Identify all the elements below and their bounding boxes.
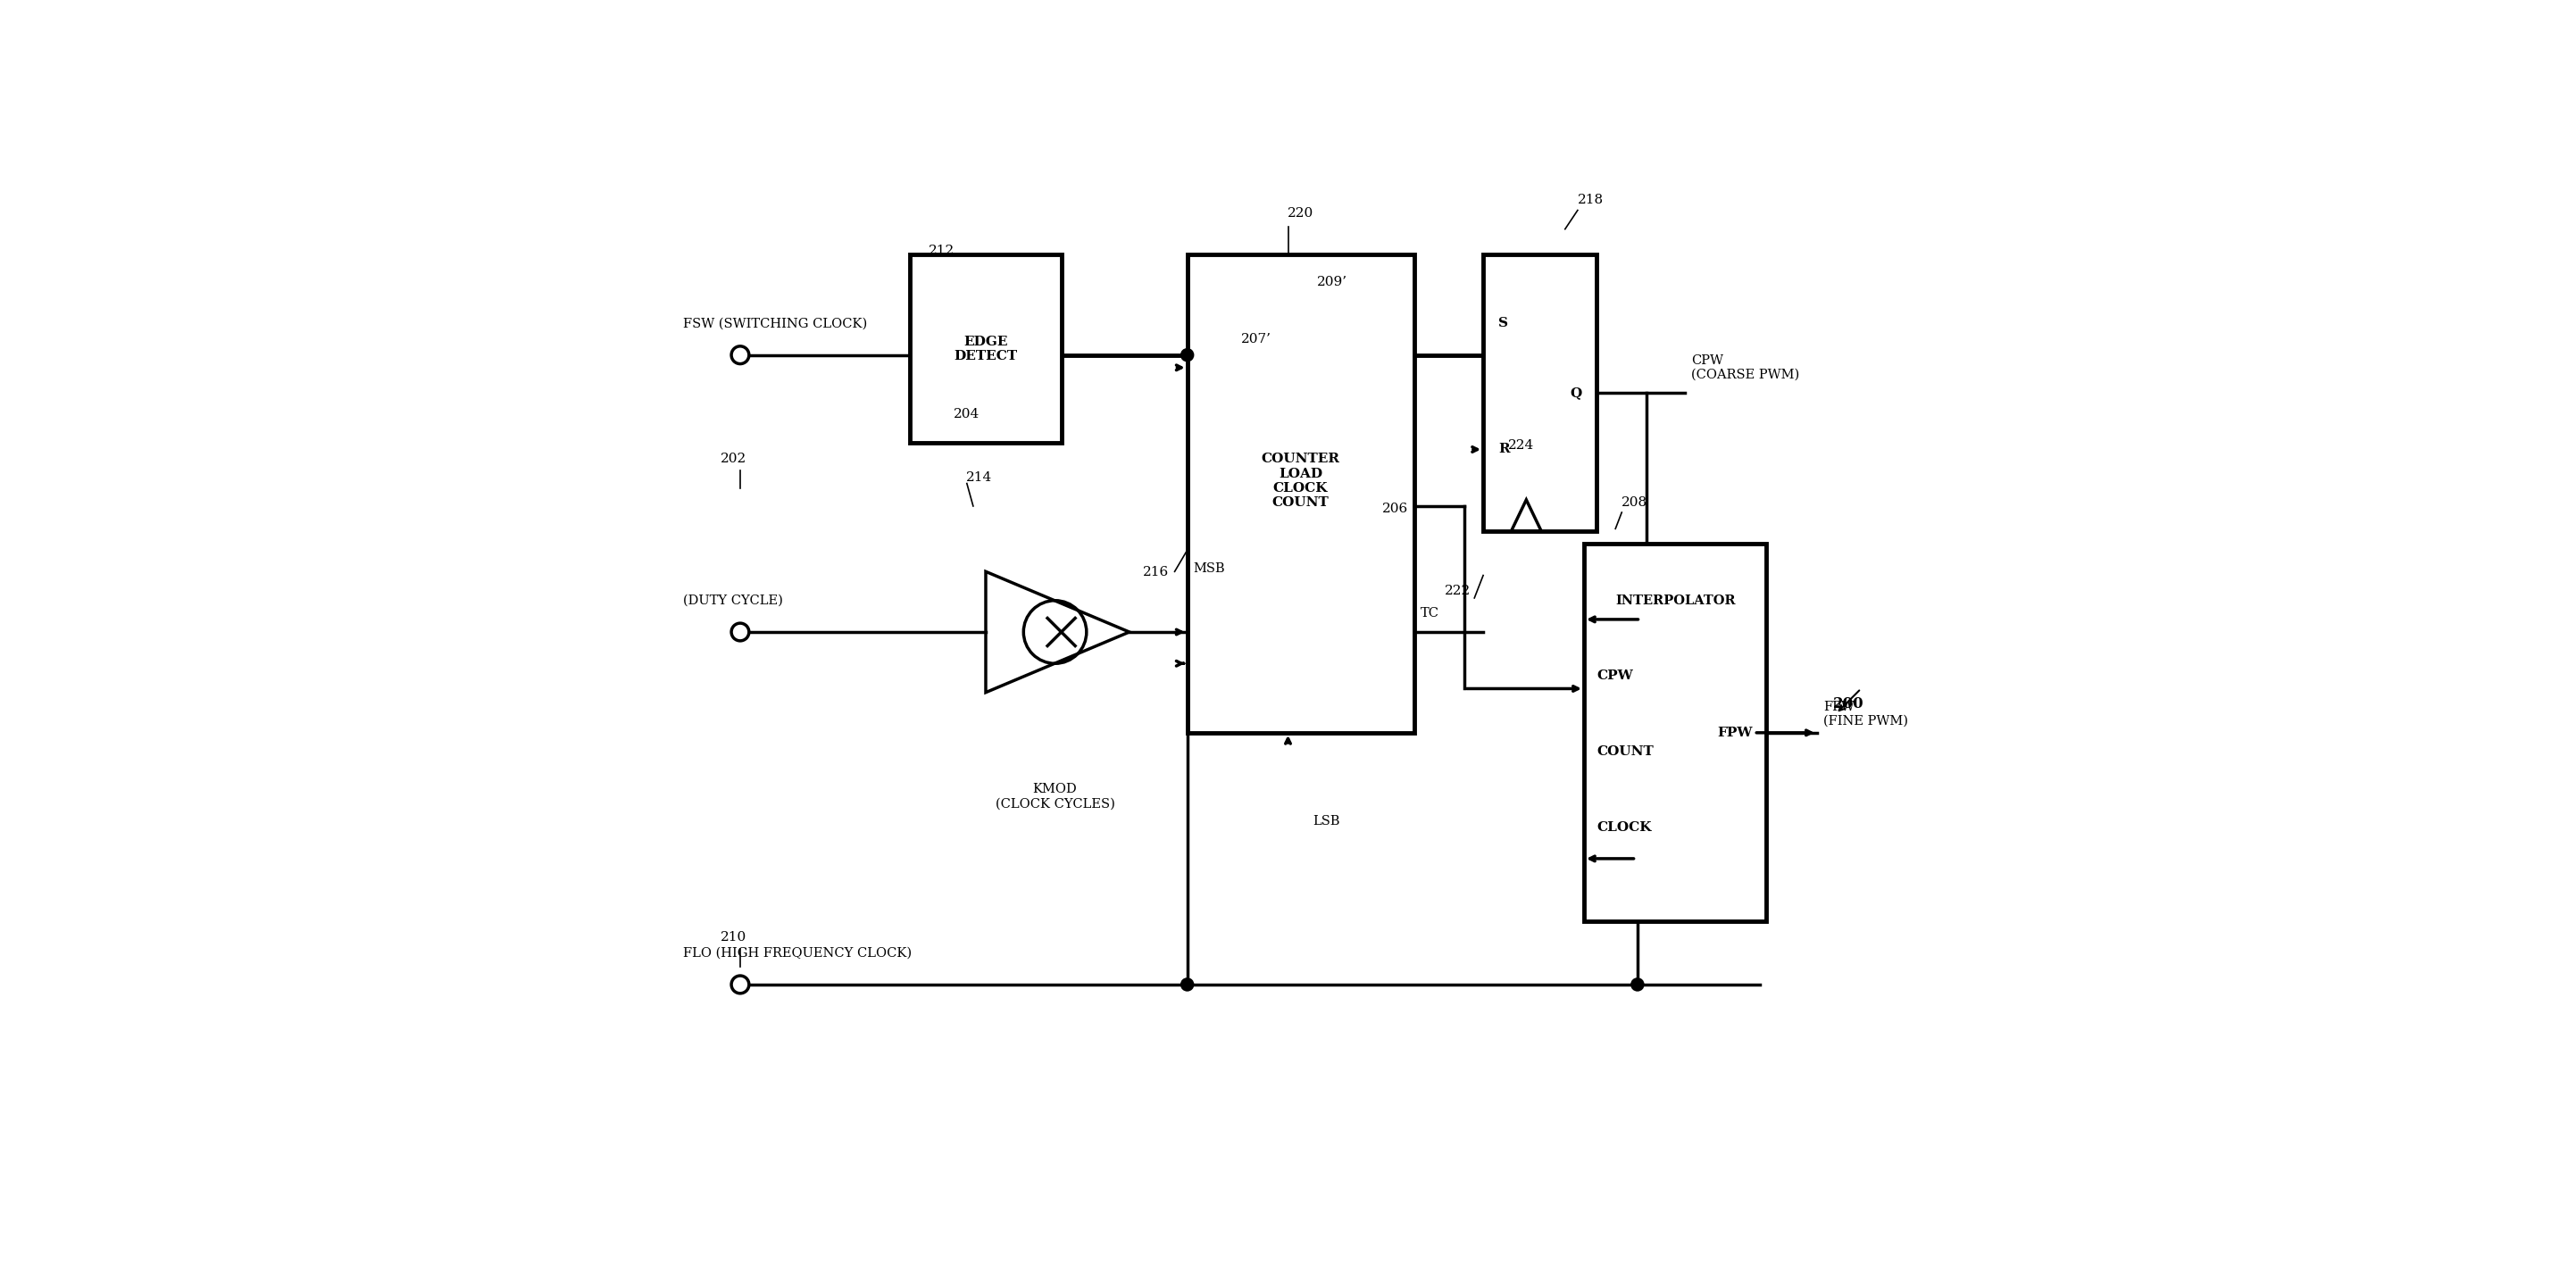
Circle shape	[732, 623, 750, 641]
Circle shape	[1631, 978, 1643, 991]
Text: 202: 202	[721, 453, 747, 465]
Text: 224: 224	[1507, 440, 1535, 453]
Text: 200: 200	[1834, 696, 1865, 712]
Bar	[1484, 254, 1597, 531]
Circle shape	[732, 976, 750, 994]
Text: 210: 210	[721, 930, 747, 943]
Text: COUNTER
LOAD
CLOCK
COUNT: COUNTER LOAD CLOCK COUNT	[1262, 453, 1340, 509]
Text: LSB: LSB	[1314, 814, 1340, 827]
Text: 206: 206	[1381, 503, 1409, 514]
Text: 216: 216	[1144, 565, 1170, 578]
Text: CPW: CPW	[1597, 670, 1633, 683]
Text: COUNT: COUNT	[1597, 746, 1654, 758]
Text: 204: 204	[953, 408, 979, 421]
Text: FLO (HIGH FREQUENCY CLOCK): FLO (HIGH FREQUENCY CLOCK)	[683, 947, 912, 959]
Bar	[1584, 544, 1767, 921]
Text: 218: 218	[1577, 195, 1602, 206]
Bar	[1188, 254, 1414, 733]
Text: FPW: FPW	[1718, 727, 1752, 739]
Bar	[909, 254, 1061, 444]
Text: FSW (SWITCHING CLOCK): FSW (SWITCHING CLOCK)	[683, 317, 868, 330]
Text: 212: 212	[927, 244, 956, 257]
Text: EDGE
DETECT: EDGE DETECT	[953, 335, 1018, 363]
Text: TC: TC	[1419, 607, 1440, 619]
Text: 207’: 207’	[1242, 332, 1273, 345]
Text: R: R	[1499, 444, 1510, 456]
Text: 220: 220	[1288, 207, 1314, 219]
Text: CPW
(COARSE PWM): CPW (COARSE PWM)	[1690, 354, 1798, 380]
Text: 208: 208	[1620, 497, 1646, 509]
Text: 222: 222	[1445, 584, 1471, 597]
Text: 209’: 209’	[1316, 276, 1347, 288]
Text: S: S	[1499, 317, 1507, 330]
Text: (DUTY CYCLE): (DUTY CYCLE)	[683, 594, 783, 607]
Text: FPW
(FINE PWM): FPW (FINE PWM)	[1824, 700, 1909, 727]
Text: CLOCK: CLOCK	[1597, 820, 1651, 833]
Text: MSB: MSB	[1193, 562, 1226, 575]
Text: KMOD
(CLOCK CYCLES): KMOD (CLOCK CYCLES)	[994, 784, 1115, 810]
Text: INTERPOLATOR: INTERPOLATOR	[1615, 594, 1736, 607]
Circle shape	[1180, 978, 1193, 991]
Circle shape	[732, 346, 750, 364]
Text: 214: 214	[966, 471, 992, 484]
Circle shape	[1180, 349, 1193, 362]
Text: Q: Q	[1569, 387, 1582, 399]
